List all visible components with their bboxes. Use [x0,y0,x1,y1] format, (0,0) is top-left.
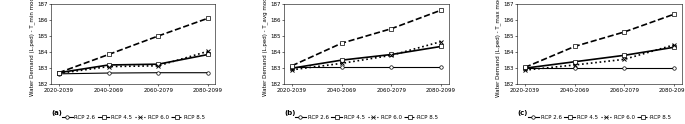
Legend: RCP 2.6, RCP 4.5, RCP 6.0, RCP 8.5: RCP 2.6, RCP 4.5, RCP 6.0, RCP 8.5 [62,115,205,120]
Legend: RCP 2.6, RCP 4.5, RCP 6.0, RCP 8.5: RCP 2.6, RCP 4.5, RCP 6.0, RCP 8.5 [295,115,438,120]
Y-axis label: Water Demand (L.ped) - T_avg model: Water Demand (L.ped) - T_avg model [262,0,269,96]
Text: (a): (a) [51,110,62,116]
Text: (b): (b) [284,110,296,116]
Text: (c): (c) [517,110,528,116]
Y-axis label: Water Demand (L.ped) - T_min model: Water Demand (L.ped) - T_min model [29,0,36,96]
Y-axis label: Water Demand (L.ped) - T_max model: Water Demand (L.ped) - T_max model [496,0,501,97]
Legend: RCP 2.6, RCP 4.5, RCP 6.0, RCP 8.5: RCP 2.6, RCP 4.5, RCP 6.0, RCP 8.5 [528,115,671,120]
